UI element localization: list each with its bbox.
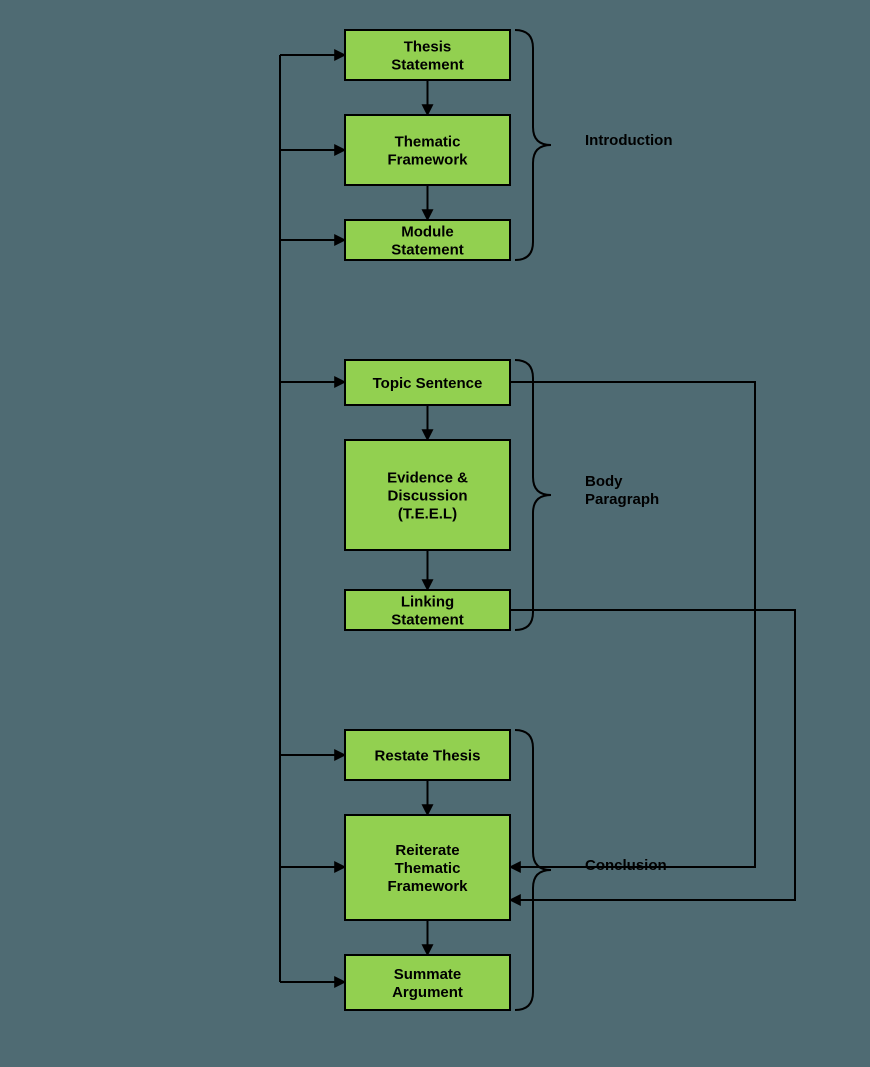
flow-node-label: ThematicFramework [387,133,468,168]
group-label: BodyParagraph [585,473,659,508]
return-edge [510,382,755,867]
flow-node-label: LinkingStatement [391,593,464,628]
group-brace [515,30,551,260]
flow-node-label: ReiterateThematicFramework [387,842,468,895]
flow-node-label: ModuleStatement [391,223,464,258]
flowchart-canvas: IntroductionBodyParagraphConclusionThesi… [0,0,870,1067]
flow-node-label: Restate Thesis [375,747,481,764]
group-label: Introduction [585,132,672,149]
group-label: Conclusion [585,857,667,874]
flow-node-label: SummateArgument [392,966,463,1001]
group-brace [515,360,551,630]
flow-node-label: Evidence &Discussion(T.E.E.L) [387,469,468,522]
group-brace [515,730,551,1010]
flow-node-label: Topic Sentence [373,375,483,392]
